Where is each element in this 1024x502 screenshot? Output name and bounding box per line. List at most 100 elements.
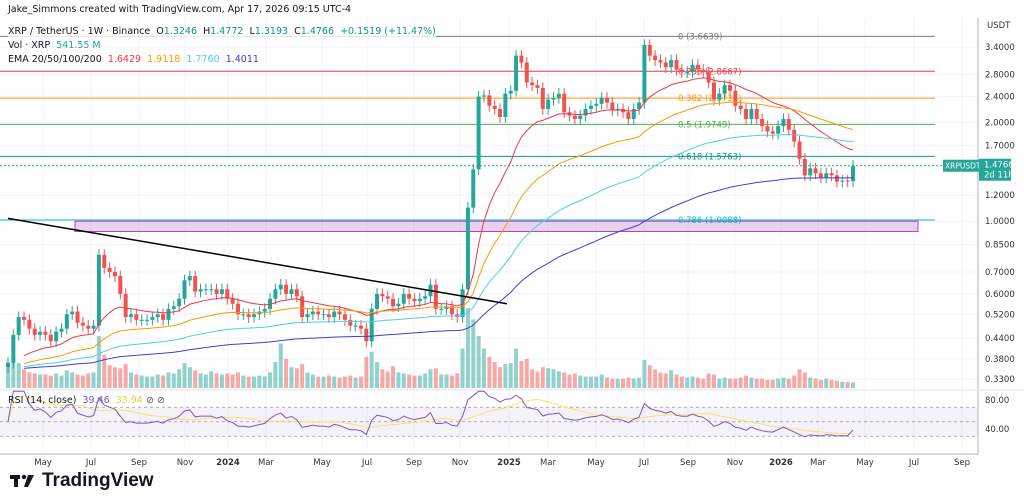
candle xyxy=(465,202,470,296)
candle-body xyxy=(663,62,668,68)
candle-body xyxy=(182,280,187,299)
candle xyxy=(669,54,674,74)
volume-bar xyxy=(455,373,460,388)
volume-bar xyxy=(134,374,139,388)
candle-body xyxy=(824,173,829,178)
ema50-line xyxy=(23,101,854,365)
candle-body xyxy=(123,293,128,318)
fib-label: 0.786 (1.0088) xyxy=(678,216,741,226)
trendline xyxy=(7,217,508,305)
rsi-legend[interactable]: RSI (14, close) 39.46 33.94 ⊘ ⊘ xyxy=(8,395,165,406)
candle xyxy=(792,124,797,148)
candle-body xyxy=(797,141,802,159)
candle xyxy=(198,283,203,298)
rsi-ma-line xyxy=(7,395,854,435)
candle xyxy=(594,98,599,112)
ema-legend[interactable]: EMA 20/50/100/200 1.6429 1.9118 1.7760 1… xyxy=(8,54,259,65)
candle xyxy=(781,113,786,132)
candle-body xyxy=(118,276,123,294)
candle xyxy=(80,317,85,332)
close-label: C xyxy=(294,26,301,37)
volume-bar xyxy=(166,372,171,388)
time-tick: May xyxy=(34,458,52,468)
candle xyxy=(765,120,770,138)
candle-body xyxy=(653,55,658,61)
time-tick: 2026 xyxy=(769,458,793,468)
candle xyxy=(658,54,663,69)
candle-body xyxy=(59,328,64,332)
candle-body xyxy=(145,319,150,321)
time-tick: Mar xyxy=(540,458,557,468)
volume-bar xyxy=(246,376,251,388)
candle-body xyxy=(701,69,706,73)
candle-body xyxy=(786,119,791,130)
volume-legend[interactable]: Vol · XRP 541.55 M xyxy=(8,40,101,51)
candle-body xyxy=(594,103,599,106)
candle-body xyxy=(225,289,230,299)
volume-bar xyxy=(792,375,797,388)
candle-body xyxy=(54,331,59,342)
candle xyxy=(626,106,631,125)
candle-body xyxy=(508,90,513,94)
candle-body xyxy=(754,108,759,120)
candle-body xyxy=(326,314,331,318)
symbol-name[interactable]: XRP / TetherUS · 1W · Binance xyxy=(8,26,151,37)
volume-bar xyxy=(289,367,294,388)
volume-bar xyxy=(690,376,695,388)
rsi-label: RSI (14, close) xyxy=(8,395,77,406)
candle xyxy=(326,308,331,323)
candle-body xyxy=(364,328,369,342)
volume-bar xyxy=(530,369,535,388)
ema-label: EMA 20/50/100/200 xyxy=(8,54,102,65)
candle xyxy=(802,153,807,182)
candle xyxy=(695,59,700,76)
volume-bar xyxy=(64,370,69,388)
volume-bar xyxy=(182,363,187,388)
volume-bar xyxy=(252,376,257,388)
last-price-value: 1.4766 xyxy=(984,161,1014,171)
price-tick: 3.4000 xyxy=(985,43,1015,53)
candle-body xyxy=(417,298,422,302)
candle xyxy=(578,110,583,125)
price-tick: 0.7000 xyxy=(985,268,1015,278)
time-tick: Nov xyxy=(452,458,469,468)
candle xyxy=(851,160,855,187)
candle-body xyxy=(546,99,551,109)
volume-bar xyxy=(358,376,363,388)
candle xyxy=(701,64,706,78)
candle xyxy=(733,85,738,112)
candle xyxy=(54,326,59,348)
candle xyxy=(118,270,123,300)
volume-bar xyxy=(235,372,240,388)
candle-body xyxy=(642,44,647,103)
volume-bar xyxy=(733,378,738,388)
candle xyxy=(262,303,267,318)
candle-body xyxy=(476,96,481,170)
candle-body xyxy=(289,289,294,294)
candle xyxy=(514,50,519,97)
low-value: 1.3193 xyxy=(254,26,289,37)
volume-bar xyxy=(492,362,497,388)
volume-bar xyxy=(102,354,107,388)
candle xyxy=(209,283,214,296)
hidden-icon[interactable]: ⊘ ⊘ xyxy=(146,395,165,406)
candle xyxy=(161,308,166,326)
price-tick: 1.7000 xyxy=(985,142,1015,152)
volume-bar xyxy=(562,372,567,388)
candle-body xyxy=(498,108,503,117)
volume-bar xyxy=(86,373,91,388)
candle-body xyxy=(765,126,770,132)
candle xyxy=(38,326,43,341)
candle-body xyxy=(6,362,10,368)
tradingview-logo[interactable]: TradingView xyxy=(10,470,154,492)
candle-body xyxy=(669,60,674,68)
volume-bar xyxy=(193,370,198,388)
volume-bar xyxy=(631,378,636,388)
support-zone xyxy=(74,220,919,233)
candle-body xyxy=(562,93,567,113)
candle xyxy=(182,274,187,305)
symbol-legend[interactable]: XRP / TetherUS · 1W · Binance O1.3246 H1… xyxy=(8,26,436,37)
volume-bar xyxy=(48,375,53,388)
volume-bar xyxy=(845,381,850,388)
